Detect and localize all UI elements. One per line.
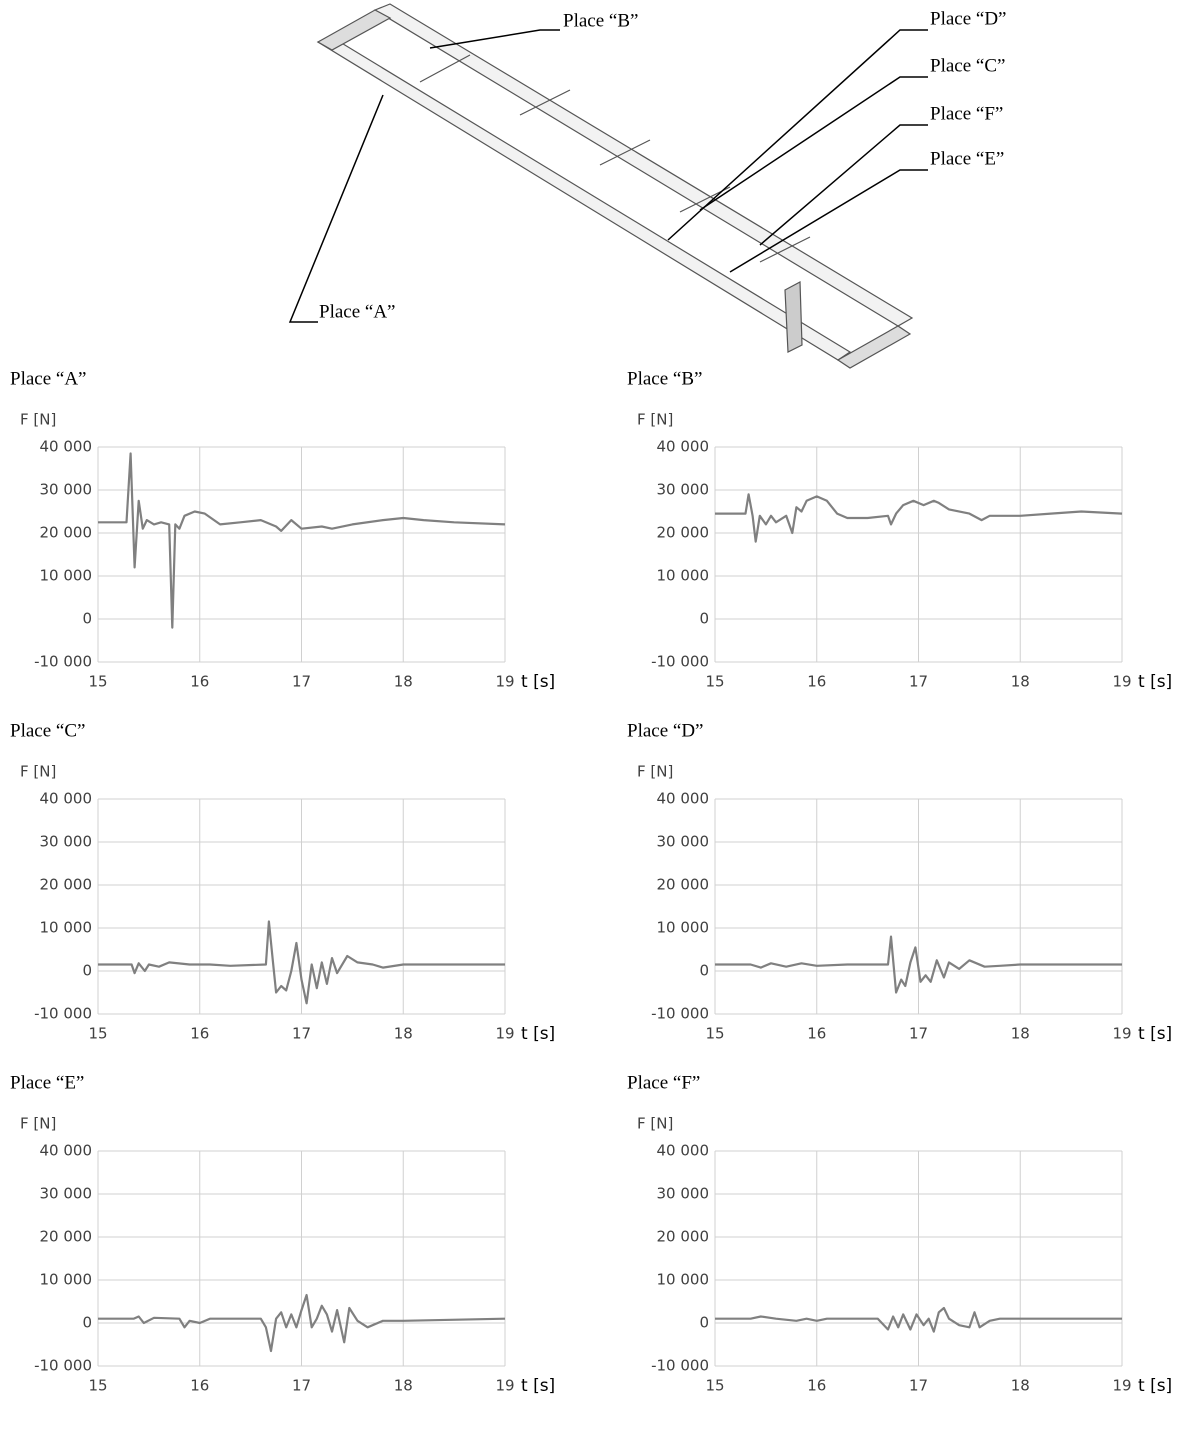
y-tick-label: -10 000	[651, 1357, 709, 1375]
y-tick-label: 0	[82, 1314, 92, 1332]
x-axis-label: t [s]	[1138, 1024, 1172, 1044]
y-axis-label: F [N]	[637, 411, 673, 429]
y-tick-label: 10 000	[657, 567, 710, 585]
y-tick-label: 30 000	[657, 481, 710, 499]
y-tick-label: 20 000	[40, 524, 93, 542]
y-tick-label: 20 000	[657, 1228, 710, 1246]
x-tick-label: 15	[88, 1025, 107, 1043]
chart-title: Place “A”	[10, 368, 86, 389]
x-tick-label: 18	[394, 673, 413, 691]
y-tick-label: 0	[699, 962, 709, 980]
place-label: Place “A”	[319, 301, 395, 322]
y-tick-label: 40 000	[40, 438, 93, 456]
x-tick-label: 18	[1011, 673, 1030, 691]
y-tick-label: 10 000	[40, 567, 93, 585]
y-tick-label: -10 000	[651, 1005, 709, 1023]
y-axis-label: F [N]	[20, 411, 56, 429]
x-tick-label: 17	[292, 673, 311, 691]
chart-title: Place “F”	[627, 1072, 700, 1093]
figure: Place “A” Place “B” Place “C” Place “D” …	[0, 0, 1203, 1438]
x-tick-label: 16	[807, 673, 826, 691]
x-tick-label: 18	[394, 1025, 413, 1043]
y-tick-label: 10 000	[40, 1271, 93, 1289]
y-tick-label: 0	[699, 610, 709, 628]
chart-title: Place “D”	[627, 720, 703, 741]
x-tick-label: 19	[495, 673, 514, 691]
y-tick-label: 30 000	[40, 833, 93, 851]
y-tick-label: 10 000	[657, 1271, 710, 1289]
place-label: Place “C”	[930, 55, 1005, 76]
x-tick-label: 19	[1112, 673, 1131, 691]
x-tick-label: 18	[394, 1377, 413, 1395]
x-tick-label: 17	[909, 673, 928, 691]
x-tick-label: 15	[88, 1377, 107, 1395]
x-tick-label: 17	[909, 1377, 928, 1395]
x-axis-label: t [s]	[1138, 672, 1172, 692]
y-tick-label: -10 000	[651, 653, 709, 671]
y-tick-label: -10 000	[34, 653, 92, 671]
y-tick-label: 20 000	[657, 876, 710, 894]
y-tick-label: 40 000	[657, 790, 710, 808]
y-tick-label: -10 000	[34, 1005, 92, 1023]
y-tick-label: 40 000	[657, 438, 710, 456]
y-tick-label: 30 000	[657, 1185, 710, 1203]
x-tick-label: 15	[705, 1377, 724, 1395]
y-tick-label: 20 000	[657, 524, 710, 542]
x-axis-label: t [s]	[521, 1024, 555, 1044]
y-tick-label: 0	[82, 610, 92, 628]
x-tick-label: 17	[292, 1025, 311, 1043]
chart-title: Place “E”	[10, 1072, 84, 1093]
y-tick-label: 20 000	[40, 876, 93, 894]
y-tick-label: 30 000	[40, 481, 93, 499]
y-tick-label: 30 000	[657, 833, 710, 851]
y-tick-label: 40 000	[657, 1142, 710, 1160]
y-axis-label: F [N]	[20, 1115, 56, 1133]
x-axis-label: t [s]	[521, 1376, 555, 1396]
x-tick-label: 16	[190, 1025, 209, 1043]
x-tick-label: 17	[292, 1377, 311, 1395]
y-tick-label: -10 000	[34, 1357, 92, 1375]
y-tick-label: 0	[699, 1314, 709, 1332]
y-tick-label: 10 000	[40, 919, 93, 937]
x-tick-label: 19	[495, 1377, 514, 1395]
place-label: Place “F”	[930, 103, 1003, 124]
x-tick-label: 15	[88, 673, 107, 691]
chart-title: Place “B”	[627, 368, 702, 389]
y-axis-label: F [N]	[637, 1115, 673, 1133]
x-axis-label: t [s]	[1138, 1376, 1172, 1396]
x-tick-label: 15	[705, 673, 724, 691]
y-tick-label: 30 000	[40, 1185, 93, 1203]
place-label: Place “E”	[930, 148, 1004, 169]
y-tick-label: 40 000	[40, 1142, 93, 1160]
x-axis-label: t [s]	[521, 672, 555, 692]
x-tick-label: 18	[1011, 1377, 1030, 1395]
place-label: Place “B”	[563, 10, 638, 31]
place-label: Place “D”	[930, 8, 1006, 29]
x-tick-label: 19	[1112, 1025, 1131, 1043]
y-tick-label: 10 000	[657, 919, 710, 937]
x-tick-label: 16	[190, 673, 209, 691]
y-axis-label: F [N]	[20, 763, 56, 781]
y-tick-label: 20 000	[40, 1228, 93, 1246]
y-tick-label: 40 000	[40, 790, 93, 808]
chassis-drawing	[318, 4, 912, 368]
x-tick-label: 16	[807, 1025, 826, 1043]
x-tick-label: 15	[705, 1025, 724, 1043]
y-axis-label: F [N]	[637, 763, 673, 781]
x-tick-label: 16	[807, 1377, 826, 1395]
x-tick-label: 18	[1011, 1025, 1030, 1043]
x-tick-label: 17	[909, 1025, 928, 1043]
x-tick-label: 16	[190, 1377, 209, 1395]
y-tick-label: 0	[82, 962, 92, 980]
x-tick-label: 19	[495, 1025, 514, 1043]
x-tick-label: 19	[1112, 1377, 1131, 1395]
chart-title: Place “C”	[10, 720, 85, 741]
